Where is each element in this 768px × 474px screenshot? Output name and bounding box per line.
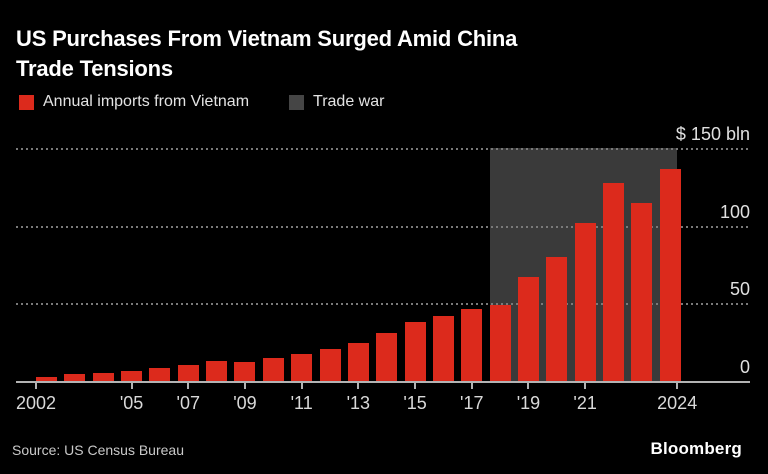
bar-2018 [489,304,511,381]
legend-swatch-imports [19,94,34,110]
bar-2017 [461,308,483,381]
x-tick-2021 [584,381,587,389]
y-axis-label-100: 100 [719,201,750,222]
bloomberg-logo: Bloomberg [650,439,742,458]
x-axis-label-2019: '19 [516,393,541,413]
chart-title-line1: US Purchases From Vietnam Surged Amid Ch… [16,26,518,51]
x-tick-2017 [470,381,473,389]
x-axis-label-2002: 2002 [15,393,57,413]
x-tick-2007 [187,381,190,389]
chart-title-line2: Trade Tensions [16,56,173,81]
x-axis-label-2007: '07 [176,393,200,413]
bar-2002 [36,377,57,381]
bar-2016 [432,315,454,381]
bar-2014 [376,333,398,381]
bar-2008 [206,360,228,381]
bar-2021 [574,222,596,381]
bar-2005 [121,370,143,381]
x-axis-label-2021: '21 [573,393,597,413]
legend-swatch-trade-war [289,94,305,110]
bar-2022 [603,182,624,381]
bar-2004 [92,372,114,381]
bar-2006 [149,367,171,381]
gridline-100 [16,225,750,228]
x-tick-2013 [357,381,360,389]
bar-2010 [262,357,284,381]
x-axis-line [16,381,750,383]
bar-2015 [404,321,426,381]
bar-2011 [291,353,313,381]
x-axis-label-2015: '15 [403,393,427,413]
x-tick-2011 [300,381,303,389]
chart-title: US Purchases From Vietnam Surged Amid Ch… [16,24,517,84]
x-tick-2009 [243,381,246,389]
legend: Annual imports from Vietnam Trade war [19,94,384,110]
bar-2007 [177,364,199,381]
x-axis-label-2009: '09 [233,393,257,413]
gridline-150 [16,148,750,150]
x-tick-2015 [414,381,417,389]
x-tick-2024 [676,381,679,389]
gridline-50 [16,303,750,306]
bar-chart: 0 50 100 $ 150 bln 2002 '05 '07 '09 '11 '13 '15 '17… [0,115,768,425]
bar-2013 [347,342,369,381]
bar-2023 [631,203,653,381]
legend-label-trade-war: Trade war [313,93,385,110]
bar-2012 [319,349,341,381]
legend-item-imports: Annual imports from Vietnam [19,94,249,110]
x-tick-2005 [130,381,133,389]
bar-2024 [659,168,681,381]
x-tick-2002 [35,381,37,389]
y-axis-label-50: 50 [729,279,750,300]
bar-2003 [64,373,86,381]
y-axis-label-0: 0 [739,357,750,377]
x-axis-label-2017: '17 [460,393,484,413]
x-axis-label-2013: '13 [346,393,371,413]
legend-label-imports: Annual imports from Vietnam [43,93,250,110]
source-note: Source: US Census Bureau [12,442,184,458]
y-axis-label-150: $ 150 bln [675,124,750,144]
x-axis-label-2011: '11 [290,393,313,413]
bar-2019 [517,277,539,381]
x-axis-label-2005: '05 [119,393,144,413]
x-axis-label-2024: 2024 [657,393,698,413]
x-tick-2019 [527,381,530,389]
legend-item-trade-war: Trade war [289,94,384,110]
bar-2009 [234,361,256,381]
bar-2020 [546,257,568,381]
